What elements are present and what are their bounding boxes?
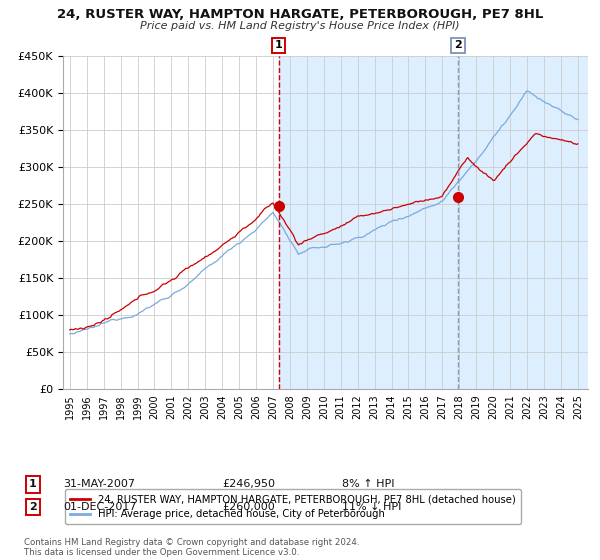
Text: Price paid vs. HM Land Registry's House Price Index (HPI): Price paid vs. HM Land Registry's House … — [140, 21, 460, 31]
Text: £260,000: £260,000 — [222, 502, 275, 512]
Legend: 24, RUSTER WAY, HAMPTON HARGATE, PETERBOROUGH, PE7 8HL (detached house), HPI: Av: 24, RUSTER WAY, HAMPTON HARGATE, PETERBO… — [65, 489, 521, 524]
Text: £246,950: £246,950 — [222, 479, 275, 489]
Text: 2: 2 — [29, 502, 37, 512]
Text: 11% ↓ HPI: 11% ↓ HPI — [342, 502, 401, 512]
Bar — [278, 56, 588, 389]
Text: Contains HM Land Registry data © Crown copyright and database right 2024.
This d: Contains HM Land Registry data © Crown c… — [24, 538, 359, 557]
Text: 31-MAY-2007: 31-MAY-2007 — [63, 479, 135, 489]
Text: 01-DEC-2017: 01-DEC-2017 — [63, 502, 137, 512]
Text: 24, RUSTER WAY, HAMPTON HARGATE, PETERBOROUGH, PE7 8HL: 24, RUSTER WAY, HAMPTON HARGATE, PETERBO… — [57, 8, 543, 21]
Text: 8% ↑ HPI: 8% ↑ HPI — [342, 479, 395, 489]
Text: 2: 2 — [454, 40, 462, 50]
Text: 1: 1 — [275, 40, 283, 50]
Text: 1: 1 — [29, 479, 37, 489]
